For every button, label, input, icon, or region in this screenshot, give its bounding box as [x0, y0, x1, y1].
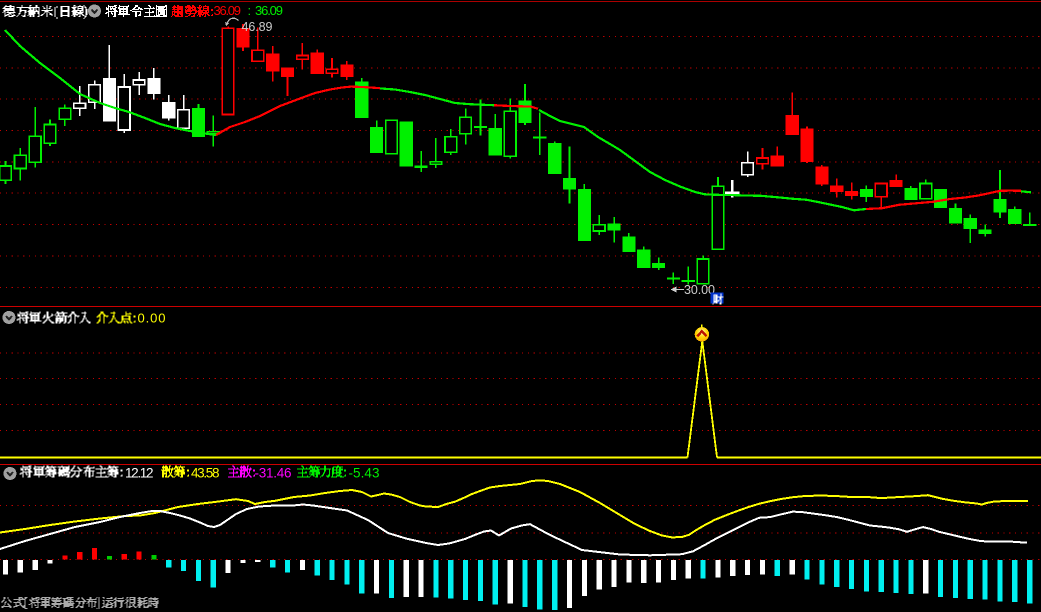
svg-text:30.00: 30.00	[684, 283, 715, 297]
svg-text:36.09: 36.09	[214, 3, 242, 18]
svg-text:43.58: 43.58	[191, 466, 220, 481]
svg-text:0.00: 0.00	[138, 311, 166, 326]
svg-text:-5.43: -5.43	[349, 466, 380, 481]
svg-text::: :	[248, 3, 252, 18]
svg-text:36.09: 36.09	[255, 3, 283, 18]
svg-text:12.12: 12.12	[125, 466, 154, 481]
svg-text:-31.46: -31.46	[255, 466, 292, 481]
svg-text:46.89: 46.89	[242, 20, 273, 34]
